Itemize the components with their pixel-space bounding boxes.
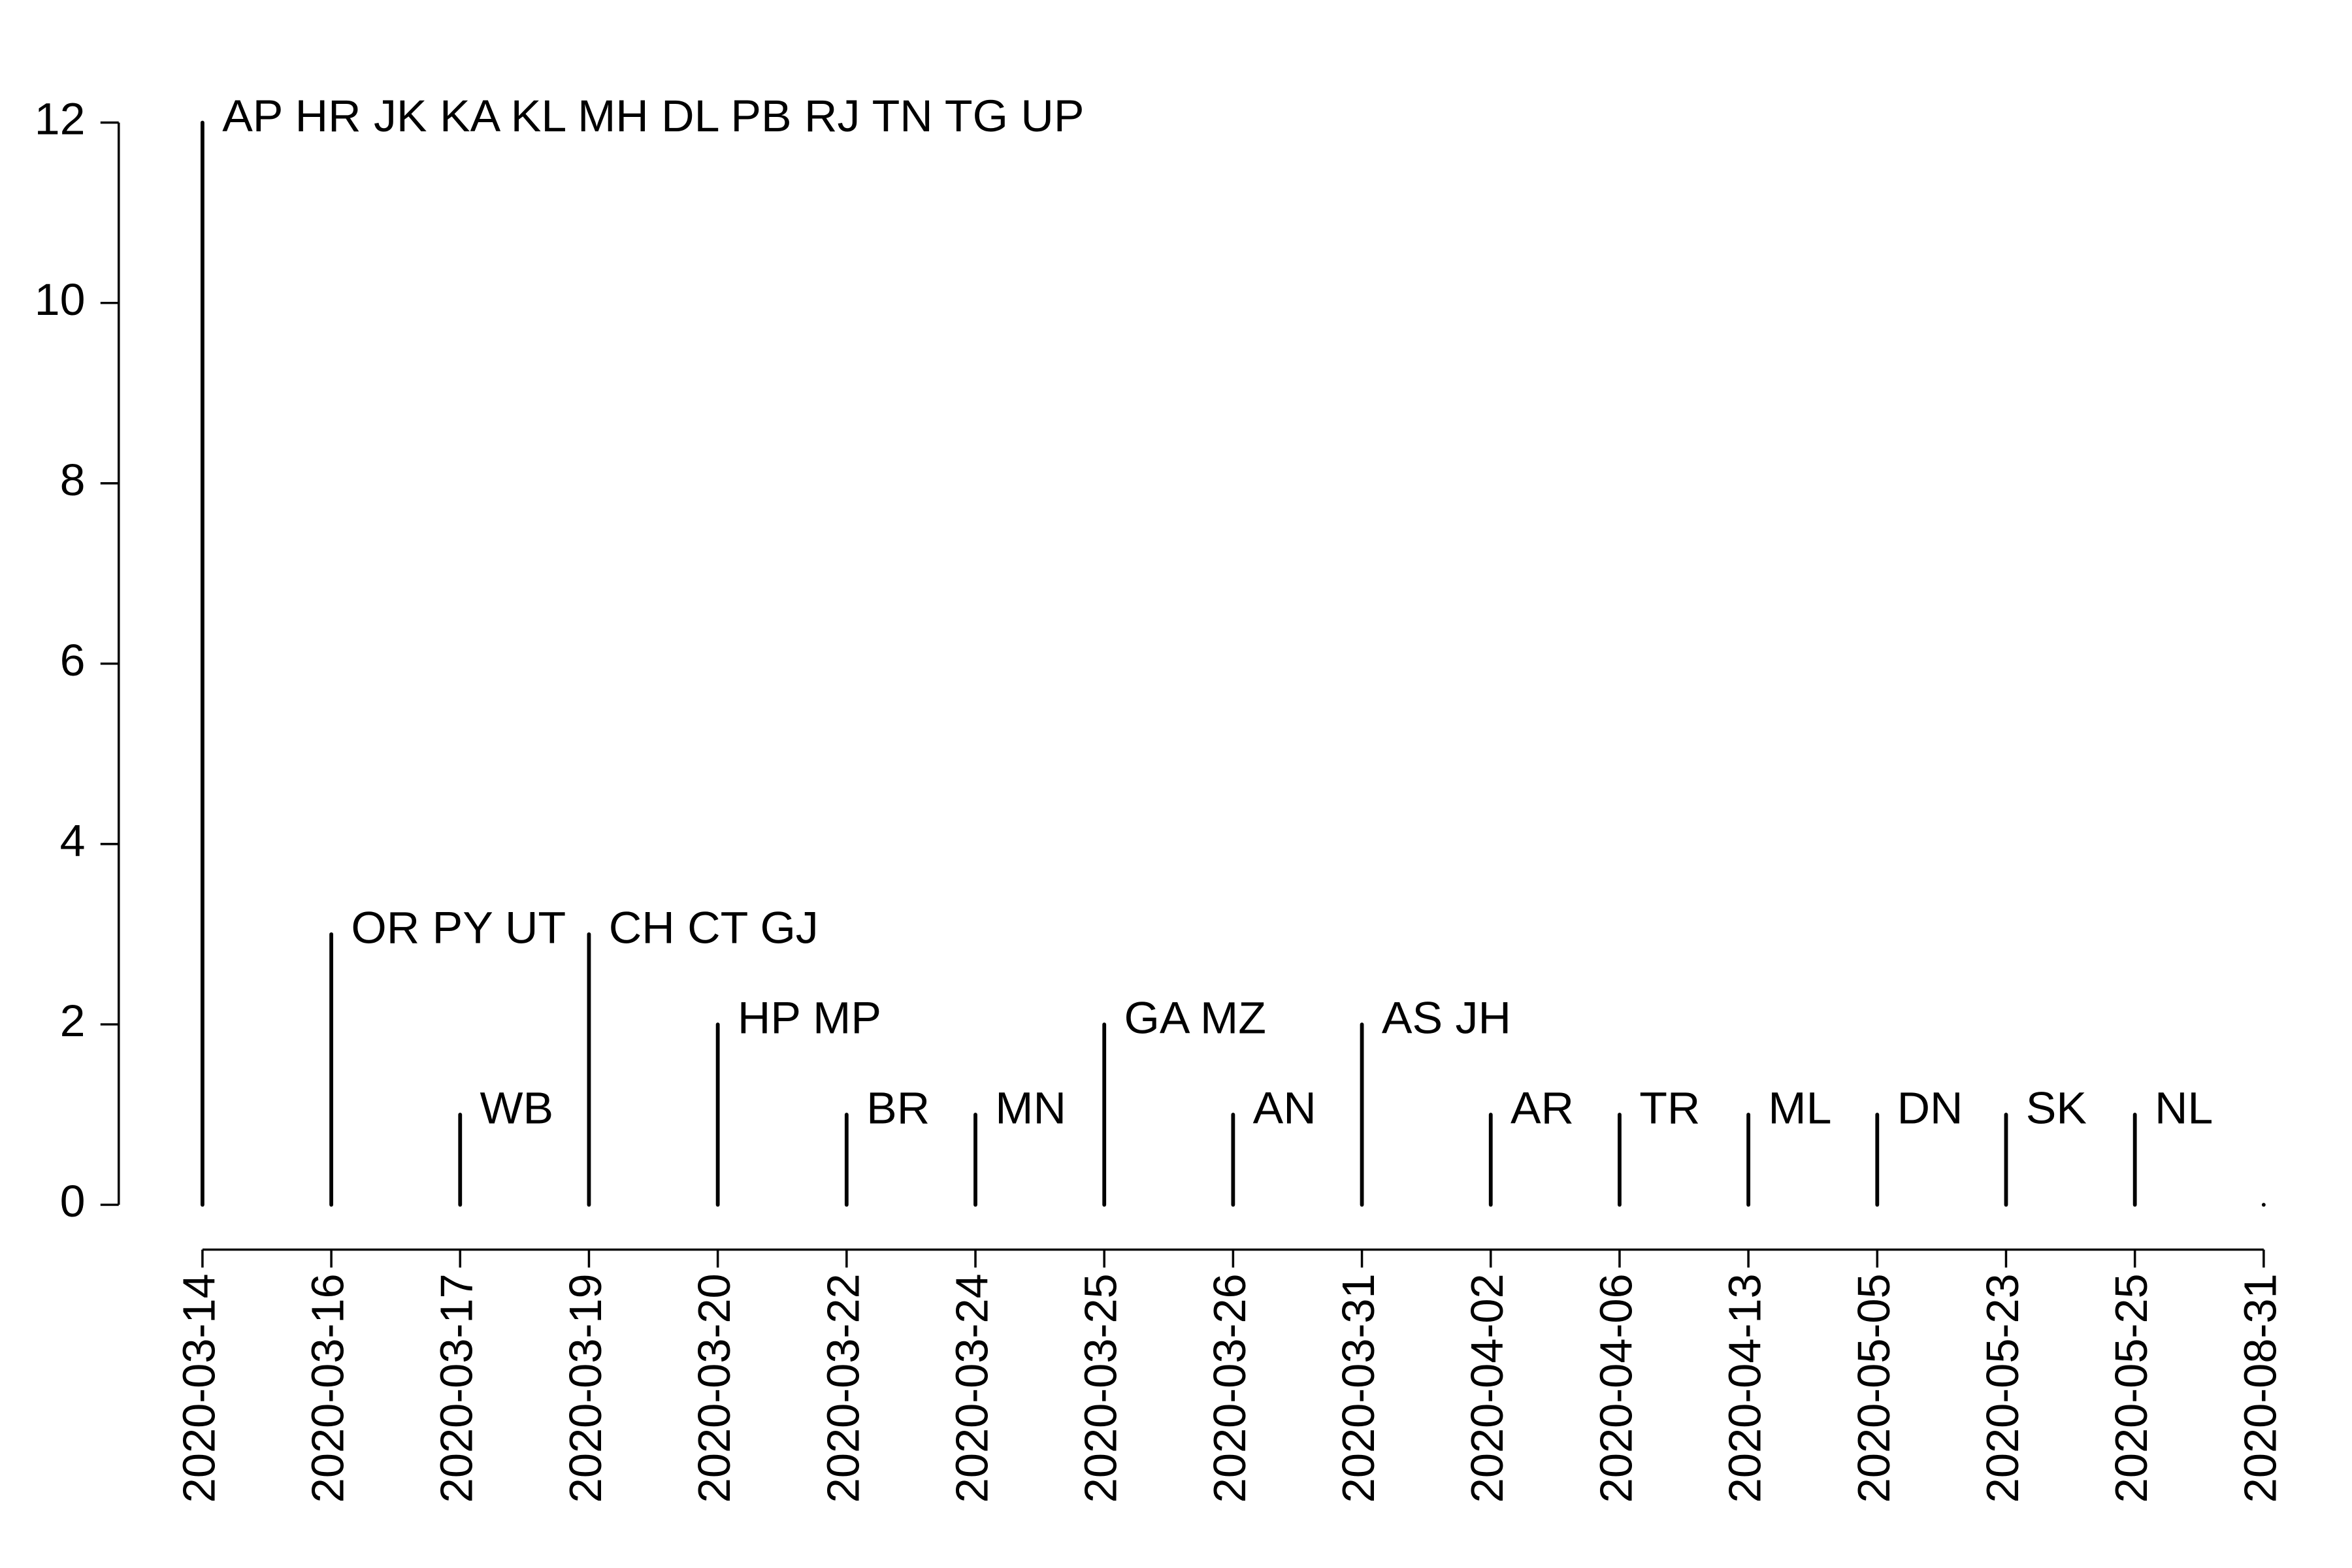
x-tick-label: 2020-05-23 [1976, 1273, 2028, 1503]
y-tick-label: 2 [60, 996, 86, 1046]
annotation: AS JH [1382, 992, 1511, 1043]
annotation: CH CT GJ [609, 902, 819, 953]
x-tick-label: 2020-04-02 [1462, 1273, 1513, 1503]
x-tick-label: 2020-03-20 [689, 1273, 740, 1503]
x-tick-label: 2020-03-26 [1203, 1273, 1255, 1503]
x-tick-label: 2020-03-31 [1332, 1273, 1384, 1503]
annotation: AP HR JK KA KL MH DL PB RJ TN TG UP [222, 91, 1084, 141]
y-tick-label: 0 [60, 1176, 86, 1226]
annotation: AN [1253, 1083, 1316, 1133]
x-tick-label: 2020-05-05 [1848, 1273, 1899, 1503]
annotation: BR [866, 1083, 930, 1133]
x-tick-label: 2020-08-31 [2234, 1273, 2286, 1503]
y-tick-label: 6 [60, 635, 86, 685]
x-tick-label: 2020-03-19 [559, 1273, 611, 1503]
annotation: TR [1639, 1083, 1700, 1133]
x-tick-label: 2020-03-17 [431, 1273, 482, 1503]
x-tick-label: 2020-03-22 [817, 1273, 869, 1503]
annotation: SK [2026, 1083, 2087, 1133]
x-tick-label: 2020-03-25 [1075, 1273, 1126, 1503]
x-tick-label: 2020-03-24 [946, 1273, 998, 1503]
annotation: WB [480, 1083, 554, 1133]
annotation: ML [1768, 1083, 1831, 1133]
x-tick-label: 2020-03-16 [302, 1273, 353, 1503]
y-tick-label: 10 [35, 274, 86, 324]
y-tick-label: 12 [35, 93, 86, 144]
annotation: DN [1897, 1083, 1963, 1133]
annotation: HP MP [738, 992, 881, 1043]
annotation: OR PY UT [351, 902, 566, 953]
x-tick-label: 2020-04-06 [1590, 1273, 1642, 1503]
annotation: MN [995, 1083, 1066, 1133]
x-tick-label: 2020-03-14 [173, 1273, 225, 1503]
annotation: GA MZ [1124, 992, 1266, 1043]
y-tick-label: 8 [60, 454, 86, 504]
annotation: AR [1511, 1083, 1574, 1133]
annotation: NL [2155, 1083, 2213, 1133]
y-tick-label: 4 [60, 815, 86, 866]
x-tick-label: 2020-04-13 [1719, 1273, 1771, 1503]
x-tick-label: 2020-05-25 [2106, 1273, 2157, 1503]
